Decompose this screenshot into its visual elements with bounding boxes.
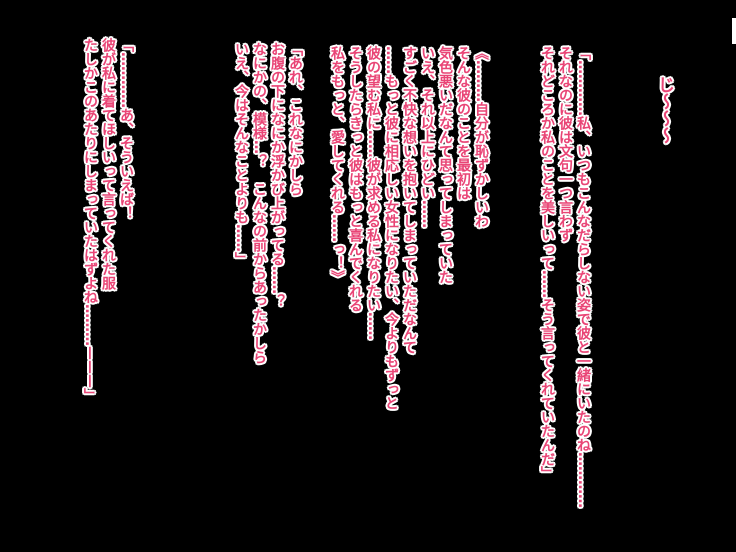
dialogue-line: 「…………あ、そういえば！ bbox=[118, 38, 134, 220]
dialogue-line: ……もっと彼に相応しい女性になりたい、今よりもずっと bbox=[383, 46, 399, 410]
dialogue-line: そんな彼のことを最初は bbox=[455, 46, 471, 200]
dialogue-line: なにかの、模様…？ こんなの前からあったかしら bbox=[251, 42, 267, 364]
monologue-block-notice: 「あれ、これなにかしら お腹の下になにか浮かび上がってる……？ なにかの、模様…… bbox=[232, 42, 304, 542]
dialogue-line: そうしたらきっと彼はもっと喜んでくれる bbox=[347, 46, 363, 312]
sfx-gaze-text: じ～～～ bbox=[654, 76, 674, 552]
dialogue-line: 「…………私、いつもこんなだらしない姿で彼と一緒にいたのね………… bbox=[575, 46, 591, 508]
dialogue-line: 《………自分が恥ずかしいわ bbox=[473, 46, 489, 228]
monologue-block-remember: 「…………あ、そういえば！ 彼が私に着てほしいって言ってくれた服 たしかこのあた… bbox=[81, 38, 135, 538]
dialogue-line: 気色悪いだなんて思ってしまっていた bbox=[437, 46, 453, 284]
dialogue-line: いえ、今はそんなことよりも……」 bbox=[233, 42, 249, 266]
inner-thought-block: 《………自分が恥ずかしいわ そんな彼のことを最初は 気色悪いだなんて思ってしまっ… bbox=[328, 46, 490, 546]
dialogue-line: お腹の下になにか浮かび上がってる……？ bbox=[269, 42, 285, 308]
dialogue-line: 「あれ、これなにかしら bbox=[287, 42, 303, 196]
sfx-line: じ～～～ bbox=[654, 76, 674, 144]
dialogue-line: それなのに彼は文句一つ言わず bbox=[557, 46, 573, 242]
dialogue-line: いえ、それ以上にひどい…… bbox=[419, 46, 435, 228]
dialogue-line: すごく不快な想いを抱いてしまっていただなんて bbox=[401, 46, 417, 354]
dialogue-line: それどころか私のことを美しいって……そう言ってくれていたんだ」 bbox=[539, 46, 555, 480]
dialogue-line: たしかこのあたりにしまっていたはずよね………———」 bbox=[82, 38, 98, 402]
dialogue-line: 彼の望む私に……彼が求める私になりたい…… bbox=[365, 46, 381, 340]
monologue-block-reflection: 「…………私、いつもこんなだらしない姿で彼と一緒にいたのね………… それなのに彼… bbox=[538, 46, 592, 546]
dialogue-line: 彼が私に着てほしいって言ってくれた服 bbox=[100, 38, 116, 290]
screen-edge-artifact bbox=[732, 18, 736, 44]
dialogue-line: 私をもっと、愛してくれる……っ！》 bbox=[329, 46, 345, 284]
